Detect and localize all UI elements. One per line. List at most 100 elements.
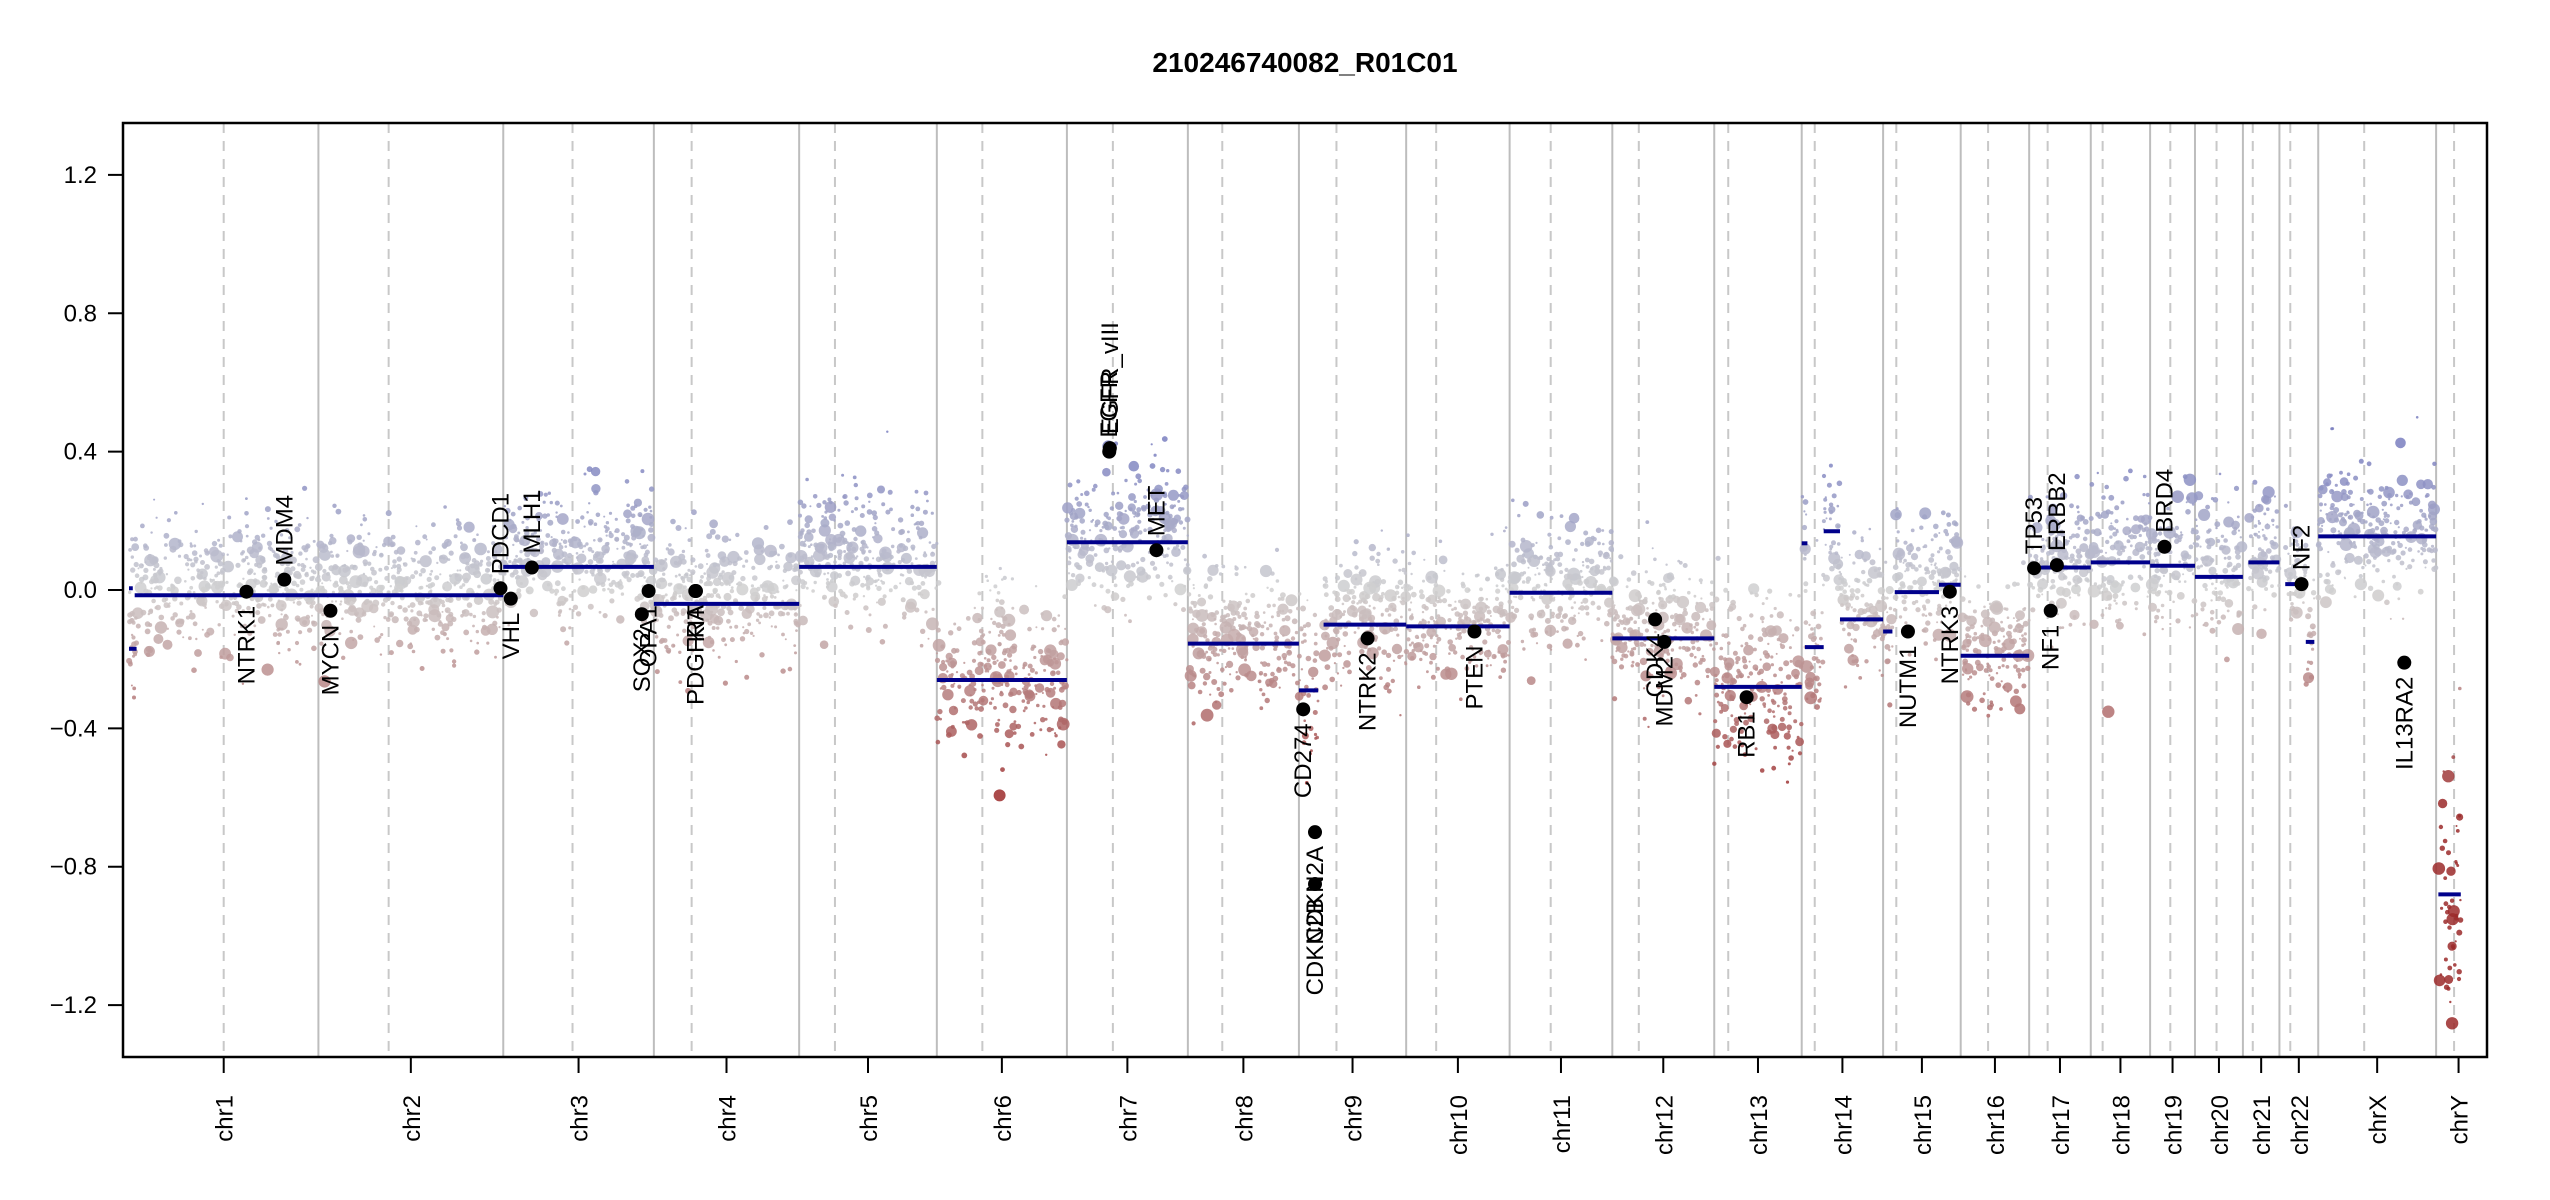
probe-point (1336, 672, 1340, 675)
probe-point (311, 620, 318, 627)
probe-point (1064, 627, 1067, 631)
probe-point (296, 617, 300, 622)
probe-point (646, 575, 657, 586)
probe-point (1248, 627, 1259, 637)
probe-point (374, 637, 381, 643)
probe-point (409, 642, 413, 645)
probe-point (1111, 491, 1116, 496)
probe-point (1902, 561, 1905, 564)
probe-point (2162, 574, 2165, 578)
probe-point (1022, 666, 1025, 670)
probe-point (480, 559, 484, 563)
probe-point (576, 553, 587, 564)
probe-point (1175, 544, 1180, 548)
probe-point (155, 516, 158, 519)
probe-point (1112, 545, 1119, 552)
probe-point (1007, 622, 1011, 626)
probe-point (1095, 523, 1098, 526)
probe-point (1517, 594, 1524, 601)
probe-point (529, 608, 539, 618)
probe-point (1568, 512, 1580, 524)
probe-point (2318, 485, 2324, 491)
probe-point (1668, 669, 1672, 673)
probe-point (1021, 699, 1026, 703)
probe-point (666, 624, 671, 629)
probe-point (352, 597, 357, 602)
probe-point (2372, 564, 2376, 568)
probe-point (1391, 643, 1403, 655)
probe-point (1540, 609, 1545, 613)
probe-point (1445, 667, 1458, 680)
probe-point (164, 543, 168, 547)
probe-point (868, 613, 872, 617)
probe-point (1987, 704, 1993, 711)
probe-point (1897, 554, 1900, 557)
probe-point (1243, 606, 1248, 611)
probe-point (2109, 535, 2113, 539)
probe-point (1989, 676, 1995, 681)
probe-point (1385, 652, 1392, 659)
probe-point (1479, 617, 1483, 621)
probe-point (1640, 670, 1652, 682)
probe-point (934, 560, 937, 563)
probe-point (1632, 646, 1637, 651)
probe-point (1408, 628, 1412, 633)
probe-point (456, 520, 462, 527)
probe-point (1305, 621, 1311, 628)
probe-point (396, 639, 404, 648)
probe-point (472, 571, 476, 575)
probe-point (1729, 736, 1734, 742)
probe-point (1362, 676, 1366, 680)
probe-point (300, 567, 306, 572)
probe-point (2025, 665, 2031, 671)
probe-point (573, 569, 579, 575)
probe-point (2156, 539, 2160, 543)
probe-point (1332, 627, 1339, 634)
probe-point (1507, 599, 1513, 605)
probe-point (852, 597, 856, 601)
probe-point (2194, 542, 2200, 548)
probe-point (167, 604, 171, 608)
probe-point (2050, 584, 2056, 590)
probe-point (1177, 499, 1181, 503)
probe-point (848, 624, 854, 630)
probe-point (1968, 600, 1972, 604)
probe-point (1023, 684, 1029, 690)
probe-point (968, 705, 973, 710)
probe-point (758, 621, 761, 625)
probe-point (321, 648, 325, 652)
probe-point (296, 573, 302, 580)
probe-point (135, 623, 141, 629)
probe-point (1820, 611, 1824, 615)
probe-point (1034, 671, 1038, 675)
probe-point (2359, 497, 2364, 501)
probe-point (1714, 678, 1719, 683)
probe-point (807, 545, 811, 549)
probe-point (2333, 517, 2340, 523)
probe-point (1727, 641, 1731, 645)
probe-point (2194, 518, 2198, 521)
probe-point (1125, 564, 1131, 570)
probe-point (1066, 560, 1072, 566)
probe-point (769, 592, 773, 595)
probe-point (2101, 495, 2106, 500)
probe-point (890, 544, 895, 549)
probe-point (1323, 592, 1329, 598)
probe-point (2358, 458, 2364, 464)
probe-point (1238, 626, 1243, 631)
probe-point (1544, 561, 1549, 567)
probe-point (1252, 637, 1255, 640)
probe-point (1041, 610, 1053, 622)
probe-point (466, 602, 473, 608)
probe-point (1510, 605, 1515, 610)
probe-point (1778, 633, 1789, 644)
probe-point (1812, 635, 1817, 641)
probe-point (239, 624, 244, 629)
probe-point (1302, 632, 1307, 637)
probe-point (2264, 587, 2269, 591)
probe-point (1788, 705, 1793, 710)
probe-point (1538, 612, 1543, 617)
probe-point (1583, 578, 1590, 585)
probe-point (620, 592, 625, 596)
probe-point (2050, 539, 2064, 553)
